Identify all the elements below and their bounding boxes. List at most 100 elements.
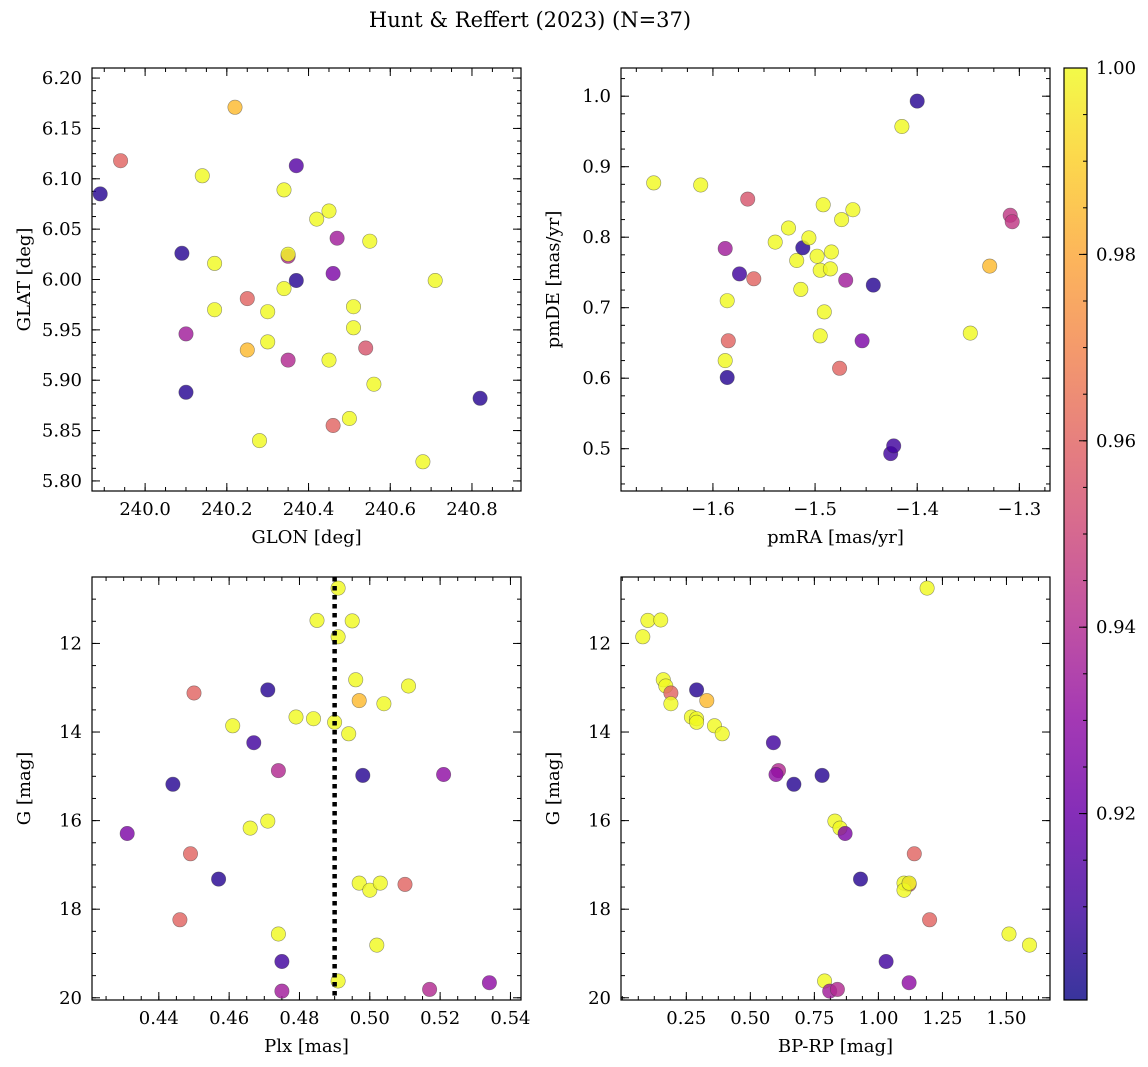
ytick-label: 20 [588,988,611,1009]
scatter-point [719,369,735,385]
scatter-point [276,281,292,297]
scatter-point [865,277,881,293]
scatter-point [344,613,360,629]
scatter-point [329,230,345,246]
xtick-label: 1.00 [858,1008,898,1029]
scatter-point [436,766,452,782]
colorbar-tick-label: 0.94 [1096,617,1136,638]
scatter-point [640,612,656,628]
scatter-point [358,340,374,356]
scatter-point [270,926,286,942]
scatter-point [823,244,839,260]
scatter-point [1021,937,1037,953]
scatter-point [793,281,809,297]
xtick-label: 0.50 [730,1008,770,1029]
scatter-point [801,230,817,246]
xtick-label: 0.46 [209,1008,249,1029]
scatter-point [922,912,938,928]
scatter-point [719,293,735,309]
scatter-point [113,153,129,169]
y-axis-label: G [mag] [543,752,564,825]
colorbar-gradient [1064,68,1087,1000]
colorbar: 0.92 0.94 0.96 0.98 1.00 [1063,58,1136,1001]
scatter-point [260,304,276,320]
scatter-point [472,390,488,406]
scatter-point [400,678,416,694]
scatter-point [369,937,385,953]
ytick-label: 5.95 [42,320,82,341]
ytick-label: 16 [59,811,82,832]
xtick-label: −1.4 [895,499,939,520]
axes-frame [620,576,1051,1001]
ytick-label: 14 [588,722,611,743]
ytick-label: 6.10 [42,169,82,190]
scatter-point [252,433,268,449]
scatter-point [309,211,325,227]
scatter-point [348,672,364,688]
scatter-point [325,417,341,433]
axes-frame [620,67,1051,492]
panel-bprp-g: 0.25 0.50 0.75 1.00 1.25 1.50 12 14 16 18 20 BP-RP … [543,576,1051,1057]
scatter-point [646,175,662,191]
axes-frame [91,67,522,492]
colorbar-tick-label: 0.96 [1096,431,1136,452]
x-axis-label: GLON [deg] [251,527,361,548]
scatter-point [720,333,736,349]
xtick-label: −1.3 [997,499,1041,520]
ytick-label: 1.0 [582,86,611,107]
scatter-point [246,735,262,751]
scatter-point [635,629,651,645]
scatter-point [341,410,357,426]
axes-frame [91,576,522,1001]
ytick-label: 0.7 [582,298,611,319]
scatter-point [689,714,705,730]
scatter-point [767,234,783,250]
scatter-point [345,320,361,336]
scatter-point [174,245,190,261]
xtick-label: 0.52 [420,1008,460,1029]
scatter-point [878,953,894,969]
scatter-point [362,233,378,249]
scatter-point [809,248,825,264]
scatter-point [832,360,848,376]
xtick-label: 240.6 [364,499,416,520]
scatter-point [178,384,194,400]
colorbar-tick-label: 1.00 [1096,58,1136,79]
scatter-point [689,682,705,698]
scatter-point [362,882,378,898]
xtick-label: −1.5 [793,499,837,520]
xtick-label: 1.25 [922,1008,962,1029]
scatter-point [422,981,438,997]
scatter-point [183,846,199,862]
ytick-label: 18 [59,899,82,920]
y-axis-label: pmDE [mas/yr] [543,211,564,349]
ytick-label: 5.85 [42,421,82,442]
scatter-point [355,767,371,783]
scatter-point [178,326,194,342]
points-pmra-pmde [646,93,1020,462]
scatter-point [366,376,382,392]
scatter-point [207,302,223,318]
colorbar-tick-label: 0.92 [1096,804,1136,825]
panels: 240.0 240.2 240.4 240.6 240.8 5.80 5.85 5.90 5.9… [14,67,1051,1057]
scatter-point [274,983,290,999]
scatter-point [207,255,223,271]
ytick-label: 0.8 [582,227,611,248]
x-axis-label: BP-RP [mag] [778,1036,893,1057]
y-axis-label: G [mag] [14,752,35,825]
scatter-point [330,580,346,596]
scatter-point [834,212,850,228]
scatter-point [838,272,854,288]
ytick-label: 12 [59,633,82,654]
scatter-point [919,580,935,596]
panel-glon-glat: 240.0 240.2 240.4 240.6 240.8 5.80 5.85 5.90 5.9… [14,67,522,548]
scatter-point [714,726,730,742]
xtick-label: 0.75 [794,1008,834,1029]
ytick-label: 6.00 [42,270,82,291]
scatter-point [852,871,868,887]
scatter-point [1001,926,1017,942]
xtick-label: 1.50 [986,1008,1026,1029]
scatter-point [415,454,431,470]
scatter-point [165,776,181,792]
